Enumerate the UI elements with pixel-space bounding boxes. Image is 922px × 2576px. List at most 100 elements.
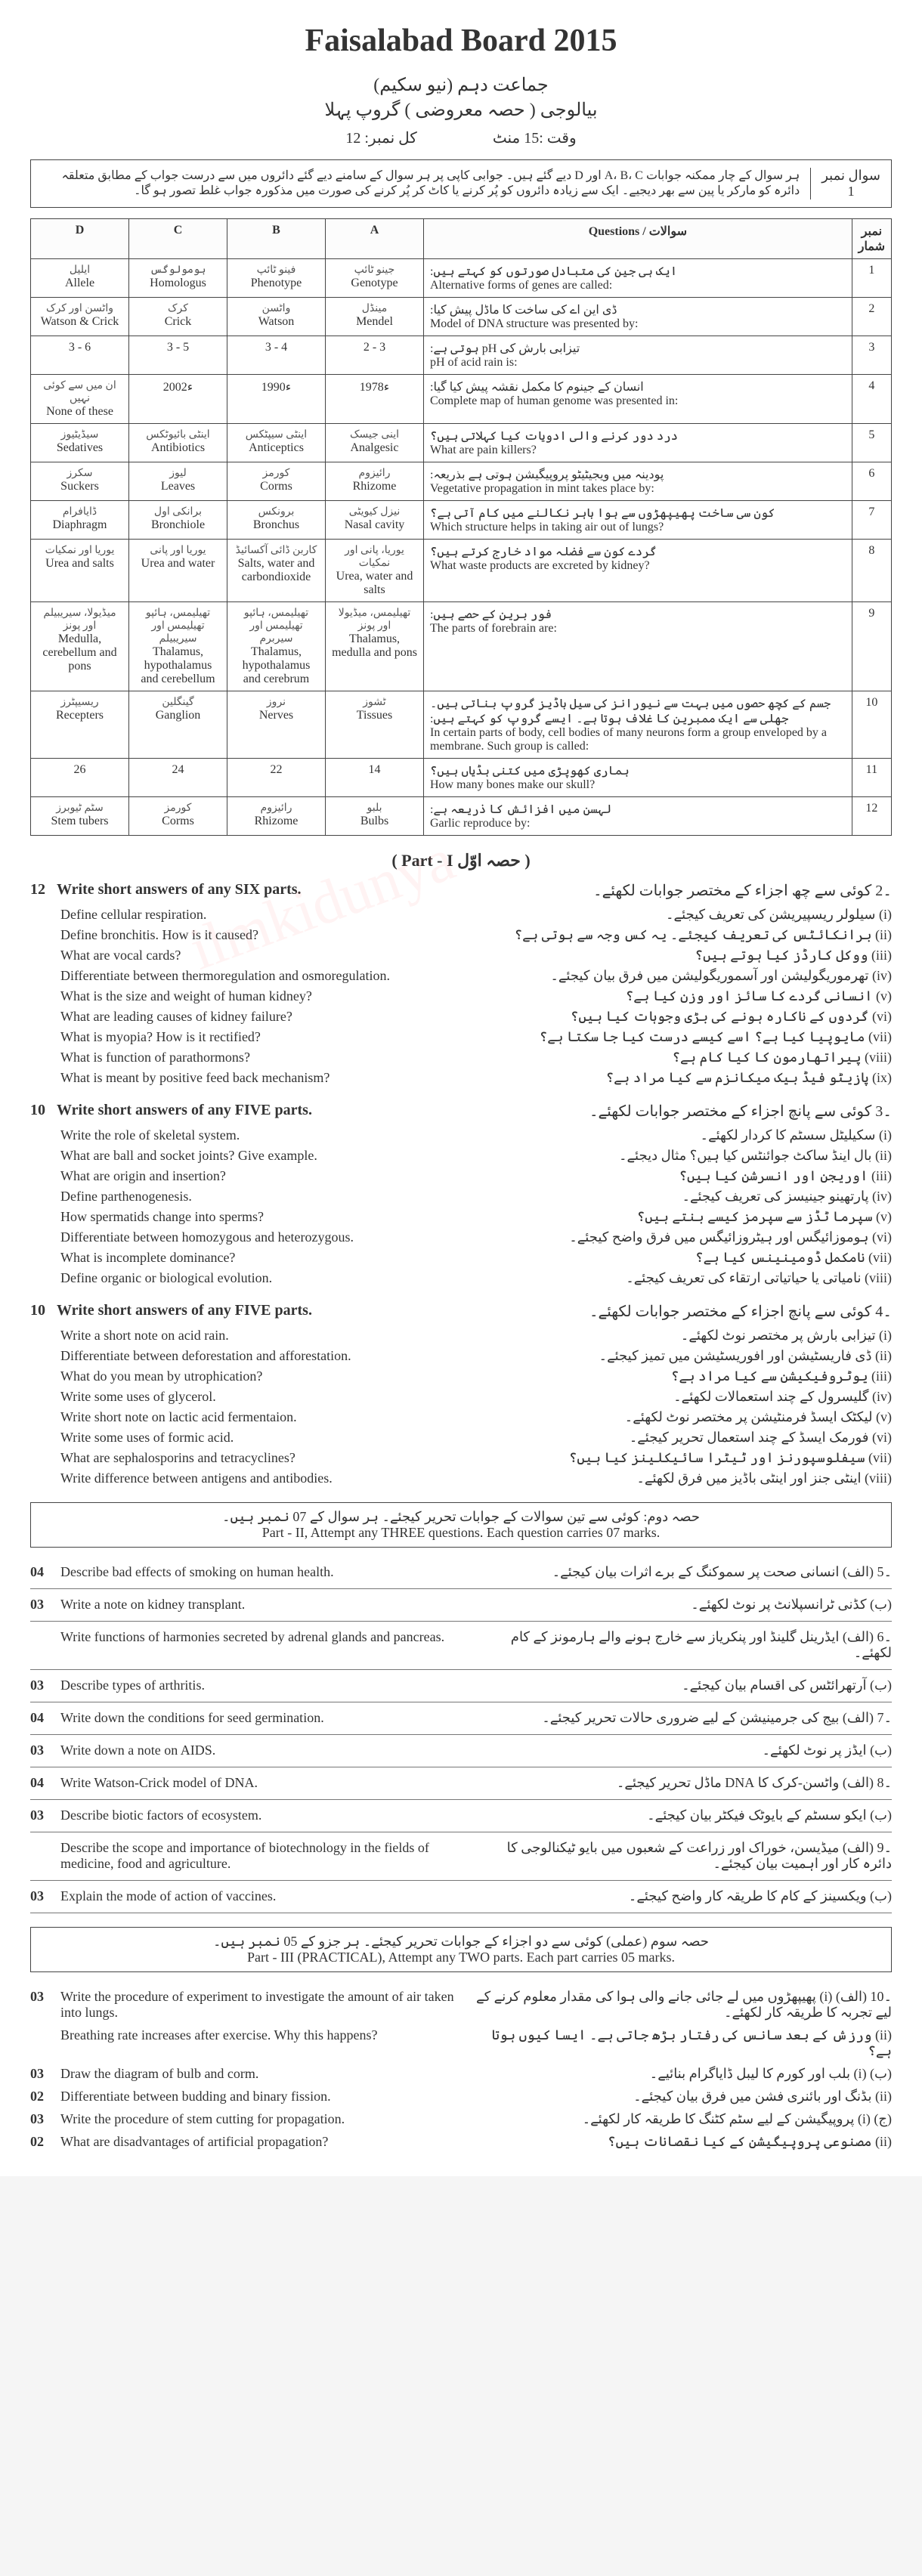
long-question-row: 03Write a note on kidney transplant.(ب) … (30, 1594, 892, 1616)
part1-label: ( Part - I حصہ اوّل ) (30, 851, 892, 871)
col-a: A (326, 219, 424, 259)
mcq-row: ایلیلAlleleہومولوگسHomologusفینو ٹائپPhe… (31, 259, 892, 298)
mcq-option: 3 - 5 (129, 336, 227, 375)
short-item: What do you mean by utrophication?(iii) … (30, 1366, 892, 1387)
mcq-row: سیڈیٹیوزSedativesاینٹی بائیوٹکسAntibioti… (31, 424, 892, 462)
short-item: Define bronchitis. How is it caused?(ii)… (30, 925, 892, 945)
short-item: What is meant by positive feed back mech… (30, 1068, 892, 1088)
mcq-option: ہومولوگسHomologus (129, 259, 227, 298)
mcq-option: اینٹی بائیوٹکسAntibiotics (129, 424, 227, 462)
mcq-row: 3 - 63 - 53 - 42 - 3تیزابی بارش کی pH ہو… (31, 336, 892, 375)
col-question: Questions / سوالات (424, 219, 852, 259)
mcq-option: گینگلینGanglion (129, 691, 227, 759)
mcq-option: سٹم ٹیوبرزStem tubers (31, 797, 129, 836)
short-section: 10 Write short answers of any FIVE parts… (30, 1102, 892, 1288)
instruction-text: ہر سوال کے چار ممکنہ جوابات A، B، C اور … (42, 168, 800, 199)
mcq-question: پودینہ میں ویجیٹیٹو پروپیگیشن ہوتی ہے بذ… (424, 462, 852, 501)
mcq-option: برونکسBronchus (227, 501, 326, 540)
mcq-option: سکرزSuckers (31, 462, 129, 501)
mcq-question: لہسن میں افزائش کا ذریعہ ہے:Garlic repro… (424, 797, 852, 836)
mcq-num: 3 (852, 336, 891, 375)
mcq-option: تھیلیمس، ہائپو تھیلیمس اور سیریبیلمThala… (129, 602, 227, 691)
mcq-question: انسان کے جینوم کا مکمل نقشہ پیش کیا گیا:… (424, 375, 852, 424)
board-title: Faisalabad Board 2015 (30, 23, 892, 59)
short-item: Write the role of skeletal system.(i) سک… (30, 1125, 892, 1146)
short-item: What are leading causes of kidney failur… (30, 1007, 892, 1027)
mcq-option: برانکی اولBronchiole (129, 501, 227, 540)
short-item: How spermatids change into sperms?(v) سپ… (30, 1207, 892, 1227)
mcq-option: یوریا، پانی اور نمکیاتUrea, water and sa… (326, 540, 424, 602)
long-question-row: Describe the scope and importance of bio… (30, 1837, 892, 1876)
short-item: Define cellular respiration.(i) سیلولر ر… (30, 905, 892, 925)
mcq-row: 26242214ہماری کھوپڑی میں کتنی ہڈیاں ہیں؟… (31, 759, 892, 797)
section-marks: 10 Write short answers of any FIVE parts… (30, 1102, 312, 1121)
short-item: Define parthenogenesis.(iv) پارتھینو جین… (30, 1186, 892, 1207)
mcq-num: 10 (852, 691, 891, 759)
section-head-urdu: ۔3 کوئی سے پانچ اجزاء کے مختصر جوابات لک… (589, 1102, 892, 1121)
mcq-option: یوریا اور پانیUrea and water (129, 540, 227, 602)
time-marks-row: کل نمبر: 12 وقت :15 منٹ (30, 128, 892, 147)
section-marks: 12 Write short answers of any SIX parts. (30, 881, 302, 900)
mcq-num: 1 (852, 259, 891, 298)
mcq-question: درد دور کرنے والی ادویات کیا کہلاتی ہیں؟… (424, 424, 852, 462)
col-c: C (129, 219, 227, 259)
long-question-row: 04Describe bad effects of smoking on hum… (30, 1561, 892, 1584)
part3-box: حصہ سوم (عملی) کوئی سے دو اجزاء کے جوابا… (30, 1927, 892, 1972)
mcq-question: کون سی ساخت پھیپھڑوں سے ہوا باہر نکالنے … (424, 501, 852, 540)
short-item: Write some uses of formic acid.(vi) فورم… (30, 1427, 892, 1448)
mcq-option: نروزNerves (227, 691, 326, 759)
mcq-option: فینو ٹائپPhenotype (227, 259, 326, 298)
mcq-option: 24 (129, 759, 227, 797)
marks: 02 (30, 2089, 60, 2104)
class-line: جماعت دہم (نیو سکیم) (30, 74, 892, 96)
mcq-question: تیزابی بارش کی pH ہوتی ہے:pH of acid rai… (424, 336, 852, 375)
mcq-row: یوریا اور نمکیاتUrea and saltsیوریا اور … (31, 540, 892, 602)
mcq-option: سیڈیٹیوزSedatives (31, 424, 129, 462)
marks: 04 (30, 1775, 60, 1791)
mcq-option: ڈایافرامDiaphragm (31, 501, 129, 540)
time-allowed: وقت :15 منٹ (493, 128, 577, 147)
mcq-option: 2 - 3 (326, 336, 424, 375)
long-question-row: 04Write Watson-Crick model of DNA.۔8 (ال… (30, 1772, 892, 1795)
mcq-row: ڈایافرامDiaphragmبرانکی اولBronchioleبرو… (31, 501, 892, 540)
marks: 04 (30, 1564, 60, 1580)
mcq-option: کورمزCorms (227, 462, 326, 501)
mcq-num: 7 (852, 501, 891, 540)
total-marks: کل نمبر: 12 (345, 128, 416, 147)
short-item: What is function of parathormons?(viii) … (30, 1047, 892, 1068)
mcq-option: مینڈلMendel (326, 298, 424, 336)
mcq-question: ڈی این اے کی ساخت کا ماڈل پیش کیا:Model … (424, 298, 852, 336)
short-item: Differentiate between deforestation and … (30, 1346, 892, 1366)
mcq-num: 12 (852, 797, 891, 836)
mcq-option: یوریا اور نمکیاتUrea and salts (31, 540, 129, 602)
mcq-option: تھیلیمس، ہائپو تھیلیمس اور سیربرمThalamu… (227, 602, 326, 691)
short-section: 12 Write short answers of any SIX parts.… (30, 881, 892, 1088)
col-b: B (227, 219, 326, 259)
mcq-option: واٹسن اور کرکWatson & Crick (31, 298, 129, 336)
mcq-option: 2002ء (129, 375, 227, 424)
marks: 03 (30, 1808, 60, 1823)
col-d: D (31, 219, 129, 259)
mcq-option: کرکCrick (129, 298, 227, 336)
section-head-urdu: ۔2 کوئی سے چھ اجزاء کے مختصر جوابات لکھئ… (593, 881, 892, 900)
sub-header: جماعت دہم (نیو سکیم) بیالوجی ( حصہ معروض… (30, 74, 892, 121)
section-marks: 10 Write short answers of any FIVE parts… (30, 1302, 312, 1321)
mcq-num: 11 (852, 759, 891, 797)
mcq-row: واٹسن اور کرکWatson & CrickکرکCrickواٹسن… (31, 298, 892, 336)
mcq-option: اینی جیسکAnalgesic (326, 424, 424, 462)
short-section: 10 Write short answers of any FIVE parts… (30, 1302, 892, 1489)
mcq-option: 1990ء (227, 375, 326, 424)
mcq-num: 6 (852, 462, 891, 501)
marks: 03 (30, 1743, 60, 1758)
long-question-row: Write functions of harmonies secreted by… (30, 1626, 892, 1665)
mcq-row: ان میں سے کوئی نہیںNone of these2002ء199… (31, 375, 892, 424)
short-item: Write a short note on acid rain.(i) تیزا… (30, 1325, 892, 1346)
instruction-box: سوال نمبر 1 ہر سوال کے چار ممکنہ جوابات … (30, 159, 892, 208)
short-item: What are ball and socket joints? Give ex… (30, 1146, 892, 1166)
long-question-row: 04Write down the conditions for seed ger… (30, 1707, 892, 1730)
marks: 03 (30, 2066, 60, 2082)
section-head-urdu: ۔4 کوئی سے پانچ اجزاء کے مختصر جوابات لک… (589, 1302, 892, 1321)
long-question-row: 03Describe biotic factors of ecosystem.(… (30, 1804, 892, 1827)
practical-row: Breathing rate increases after exercise.… (30, 2024, 892, 2063)
col-num: نمبر شمار (852, 219, 891, 259)
